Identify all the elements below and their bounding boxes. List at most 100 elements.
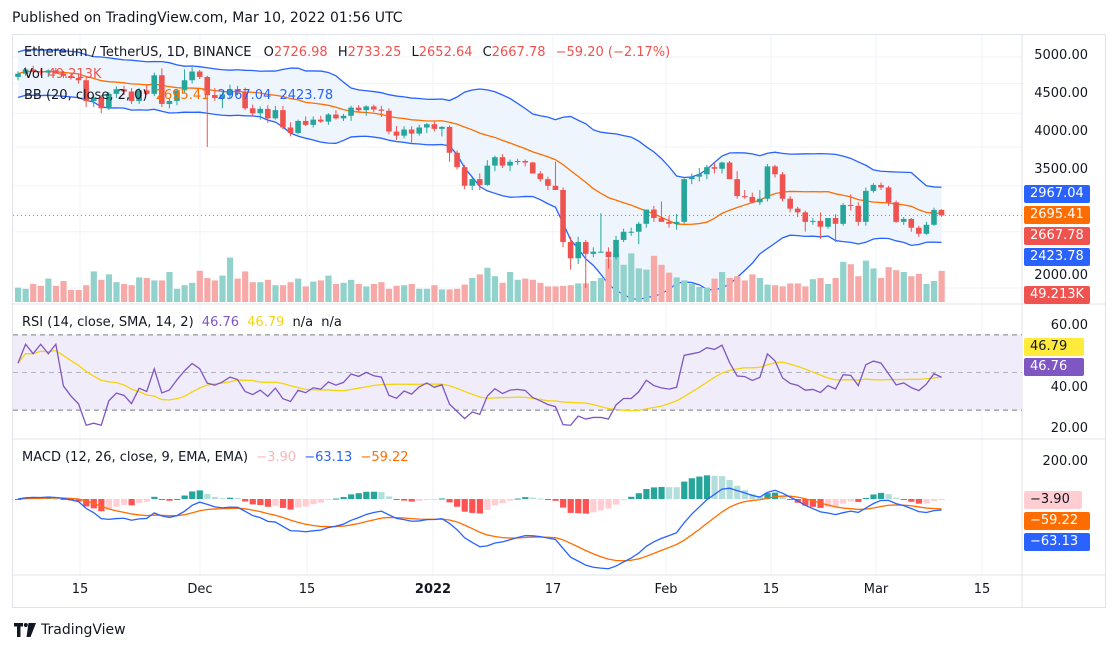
volume-bar — [522, 278, 529, 302]
macd-histogram-bar — [522, 497, 529, 499]
volume-bar — [507, 272, 514, 302]
tradingview-brand[interactable]: TradingView — [14, 622, 126, 638]
volume-bar — [696, 287, 703, 302]
volume-bar — [809, 279, 817, 302]
price-tick: 2000.00 — [1034, 268, 1088, 283]
volume-bar — [416, 288, 423, 302]
candle-body — [832, 218, 839, 224]
macd-histogram-bar — [824, 499, 832, 508]
candle-body — [688, 176, 695, 180]
candle-body — [295, 120, 301, 133]
volume-bar — [189, 282, 196, 302]
volume-bar — [317, 280, 324, 302]
macd-histogram-bar — [809, 499, 817, 507]
volume-bar — [98, 279, 105, 302]
macd-histogram-bar — [257, 499, 264, 506]
volume-bar — [802, 286, 809, 302]
macd-histogram-bar — [204, 493, 211, 499]
volume-bar — [60, 281, 67, 302]
time-label: 15 — [298, 582, 316, 597]
macd-histogram-bar — [189, 491, 196, 499]
candle-body — [83, 80, 89, 101]
volume-bar — [734, 276, 741, 302]
macd-histogram-bar — [401, 499, 408, 501]
macd-histogram-bar — [393, 499, 400, 500]
macd-histogram-bar — [915, 499, 923, 504]
volume-bar — [862, 260, 870, 302]
candle-body — [567, 242, 574, 259]
candle-body — [560, 190, 566, 243]
candle-body — [370, 106, 377, 110]
price-tick: 5000.00 — [1034, 48, 1088, 63]
volume-bar — [408, 284, 415, 302]
volume-bar — [90, 271, 97, 302]
macd-histogram-bar — [787, 499, 794, 500]
time-label: 15 — [762, 582, 780, 597]
macd-histogram-bar — [211, 496, 219, 499]
macd-histogram-bar — [666, 487, 673, 499]
volume-bar — [681, 280, 688, 302]
candle-body — [545, 179, 551, 186]
macd-histogram-bar — [582, 499, 589, 514]
volume-bar — [30, 284, 37, 302]
volume-bar — [575, 283, 582, 302]
macd-histogram-bar — [408, 499, 415, 502]
close-label: C — [482, 45, 492, 60]
volume-bar — [499, 282, 506, 302]
candle-body — [476, 179, 483, 185]
volume-bar — [643, 269, 650, 302]
macd-histogram-bar — [658, 486, 665, 499]
volume-bar — [938, 270, 945, 302]
candle-body — [779, 174, 786, 199]
volume-bar — [105, 274, 113, 302]
macd-histogram-bar — [696, 476, 703, 499]
volume-bar — [287, 282, 294, 302]
candle-body — [787, 198, 793, 209]
macd-histogram-bar — [893, 497, 900, 499]
price-tick: 4500.00 — [1034, 86, 1088, 101]
volume-bar — [67, 290, 75, 302]
volume-bar — [605, 258, 612, 302]
candle-body — [45, 70, 52, 73]
volume-bar — [454, 288, 461, 302]
volume-bar — [158, 280, 166, 302]
volume-bar — [264, 279, 272, 302]
price-tick: 3500.00 — [1034, 162, 1088, 177]
volume-bar — [908, 276, 915, 302]
candle-body — [719, 162, 725, 169]
volume-bar — [923, 284, 930, 302]
candle-body — [325, 114, 332, 122]
volume-bar — [363, 286, 370, 302]
candle-body — [386, 110, 392, 132]
candle-body — [408, 129, 415, 134]
candle-body — [590, 251, 597, 254]
rsi-legend: RSI (14, close, SMA, 14, 2) 46.76 46.79 … — [22, 315, 342, 330]
high-value: 2733.25 — [347, 45, 402, 60]
candle-body — [423, 124, 430, 128]
candle-body — [355, 107, 362, 111]
candle-body — [673, 221, 680, 224]
candle-body — [446, 126, 453, 153]
macd-histogram-bar — [325, 499, 332, 500]
volume-legend: Vol 49.213K — [24, 67, 101, 82]
volume-bar — [620, 264, 627, 302]
candle-body — [469, 179, 475, 186]
candle-body — [454, 152, 460, 168]
rsi-ma-value: 46.79 — [247, 315, 285, 330]
candle-body — [90, 97, 97, 101]
symbol-legend: Ethereum / TetherUS, 1D, BINANCE O2726.9… — [24, 45, 670, 60]
candle-body — [552, 185, 559, 191]
candlesticks — [15, 65, 945, 288]
macd-histogram-bar — [196, 490, 203, 499]
candle-body — [635, 223, 642, 232]
macd-histogram-bar — [83, 499, 90, 507]
price-tick: 4000.00 — [1034, 124, 1088, 139]
candle-body — [704, 167, 710, 175]
volume-bar — [673, 277, 680, 302]
macd-histogram-bar — [60, 499, 67, 500]
volume-bar — [211, 280, 219, 302]
macd-legend: MACD (12, 26, close, 9, EMA, EMA) −3.90 … — [22, 450, 409, 465]
volume-bar — [764, 284, 771, 302]
macd-line — [17, 487, 942, 570]
